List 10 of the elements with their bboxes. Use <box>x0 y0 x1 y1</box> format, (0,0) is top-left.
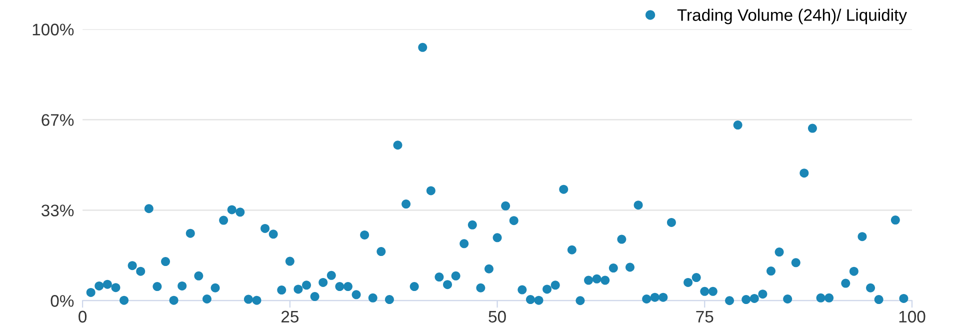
x-tick-label: 75 <box>696 310 714 323</box>
x-tick-label: 50 <box>488 310 506 323</box>
y-tick-label: 0% <box>50 295 74 307</box>
y-tick-label: 33% <box>42 204 74 216</box>
legend-label: Trading Volume (24h)/ Liquidity <box>677 8 907 24</box>
y-tick-label: 67% <box>42 114 74 126</box>
x-tick-label: 25 <box>281 310 298 323</box>
x-tick-label: 0 <box>78 310 87 323</box>
y-tick-label: 100% <box>32 24 74 36</box>
x-tick-label: 100 <box>899 310 926 323</box>
